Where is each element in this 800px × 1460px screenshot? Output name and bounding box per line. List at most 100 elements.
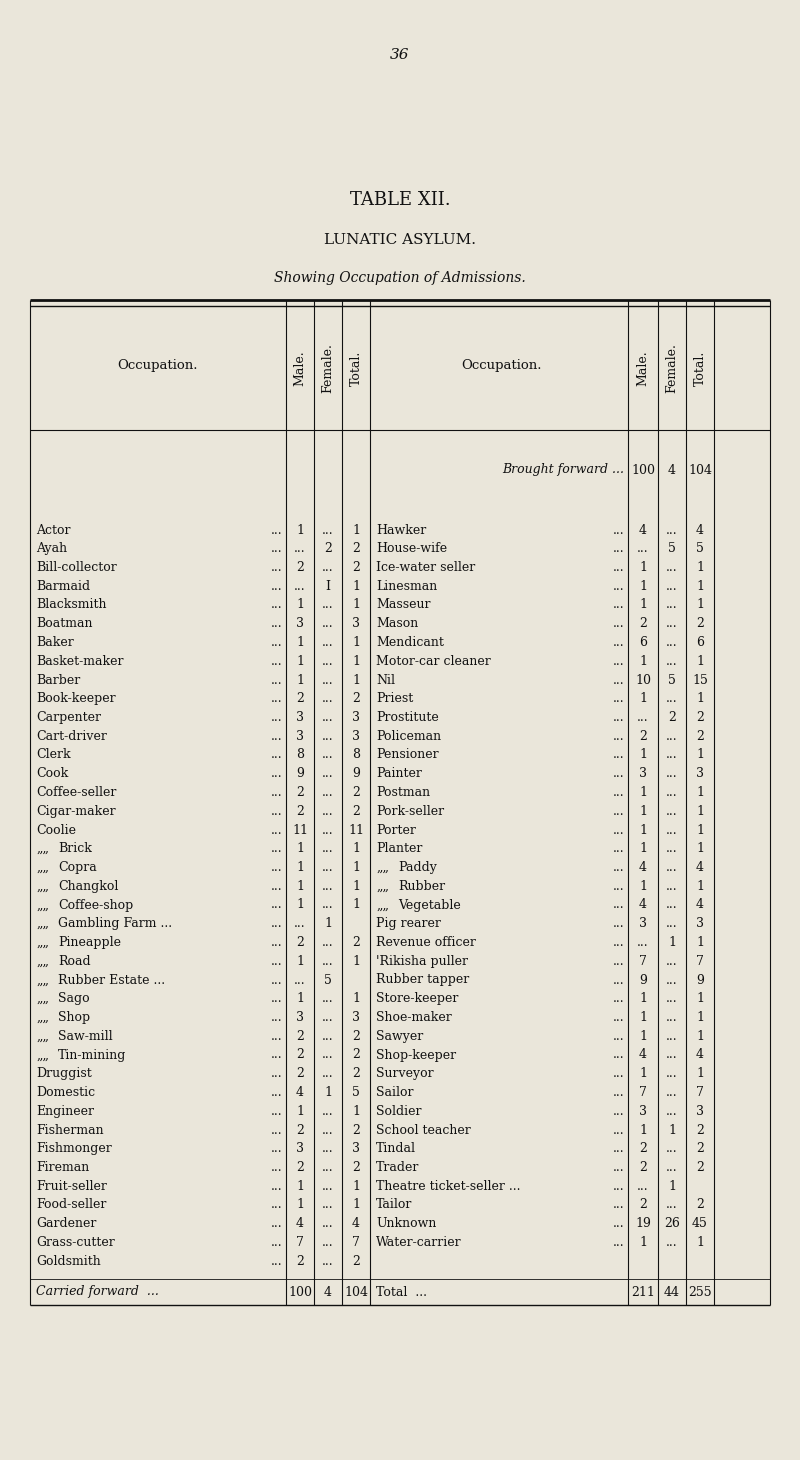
Text: 4: 4	[296, 1218, 304, 1231]
Text: Pork-seller: Pork-seller	[376, 804, 444, 818]
Text: 6: 6	[639, 637, 647, 650]
Text: ...: ...	[612, 618, 624, 631]
Text: 2: 2	[696, 1124, 704, 1136]
Text: 104: 104	[344, 1285, 368, 1298]
Text: 1: 1	[296, 1180, 304, 1193]
Text: ...: ...	[270, 1105, 282, 1118]
Text: 2: 2	[296, 1254, 304, 1267]
Text: Boatman: Boatman	[36, 618, 93, 631]
Text: „„: „„	[36, 955, 49, 968]
Text: 5: 5	[324, 974, 332, 987]
Text: 1: 1	[352, 898, 360, 911]
Text: 2: 2	[352, 561, 360, 574]
Text: 1: 1	[696, 692, 704, 705]
Text: 1: 1	[696, 880, 704, 892]
Text: 1: 1	[639, 993, 647, 1006]
Text: Coolie: Coolie	[36, 823, 76, 837]
Text: Clerk: Clerk	[36, 749, 70, 762]
Text: ...: ...	[270, 637, 282, 650]
Text: ...: ...	[322, 823, 334, 837]
Text: 1: 1	[696, 1010, 704, 1023]
Text: 19: 19	[635, 1218, 651, 1231]
Text: ...: ...	[637, 542, 649, 555]
Text: ...: ...	[666, 955, 678, 968]
Text: 2: 2	[296, 1048, 304, 1061]
Text: Surveyor: Surveyor	[376, 1067, 434, 1080]
Text: ...: ...	[612, 1142, 624, 1155]
Text: Motor-car cleaner: Motor-car cleaner	[376, 654, 490, 667]
Text: House-wife: House-wife	[376, 542, 447, 555]
Text: 2: 2	[696, 1199, 704, 1212]
Text: Fruit-seller: Fruit-seller	[36, 1180, 107, 1193]
Text: ...: ...	[612, 823, 624, 837]
Text: Shop: Shop	[58, 1010, 90, 1023]
Text: 8: 8	[296, 749, 304, 762]
Text: ...: ...	[612, 974, 624, 987]
Text: 2: 2	[696, 730, 704, 743]
Text: 1: 1	[639, 785, 647, 799]
Text: 2: 2	[696, 1161, 704, 1174]
Text: „„: „„	[376, 880, 389, 892]
Text: Mason: Mason	[376, 618, 418, 631]
Text: 3: 3	[352, 1010, 360, 1023]
Text: 4: 4	[696, 861, 704, 875]
Text: Druggist: Druggist	[36, 1067, 92, 1080]
Text: 1: 1	[352, 955, 360, 968]
Text: ...: ...	[270, 1124, 282, 1136]
Text: ...: ...	[322, 768, 334, 780]
Text: ...: ...	[270, 1010, 282, 1023]
Text: ...: ...	[270, 654, 282, 667]
Text: 1: 1	[639, 804, 647, 818]
Text: ...: ...	[612, 842, 624, 856]
Text: ...: ...	[270, 711, 282, 724]
Text: Fishmonger: Fishmonger	[36, 1142, 112, 1155]
Text: ...: ...	[270, 974, 282, 987]
Text: ...: ...	[666, 1067, 678, 1080]
Text: LUNATIC ASYLUM.: LUNATIC ASYLUM.	[324, 234, 476, 247]
Text: 1: 1	[296, 599, 304, 612]
Text: 1: 1	[296, 861, 304, 875]
Text: 1: 1	[352, 673, 360, 686]
Text: ...: ...	[322, 730, 334, 743]
Text: ...: ...	[270, 842, 282, 856]
Text: ...: ...	[666, 1029, 678, 1042]
Text: 2: 2	[639, 618, 647, 631]
Text: 3: 3	[696, 1105, 704, 1118]
Text: 2: 2	[639, 1199, 647, 1212]
Text: ...: ...	[666, 561, 678, 574]
Text: ...: ...	[666, 599, 678, 612]
Text: ...: ...	[612, 936, 624, 949]
Text: 1: 1	[296, 898, 304, 911]
Text: 2: 2	[296, 1161, 304, 1174]
Text: Occupation.: Occupation.	[118, 359, 198, 371]
Text: ...: ...	[666, 618, 678, 631]
Text: „„: „„	[36, 1029, 49, 1042]
Text: Total.: Total.	[350, 350, 362, 385]
Text: 3: 3	[352, 730, 360, 743]
Text: ...: ...	[612, 542, 624, 555]
Text: 2: 2	[296, 561, 304, 574]
Text: 3: 3	[296, 711, 304, 724]
Text: ...: ...	[270, 1048, 282, 1061]
Text: ...: ...	[322, 1048, 334, 1061]
Text: Baker: Baker	[36, 637, 74, 650]
Text: ...: ...	[666, 1048, 678, 1061]
Text: ...: ...	[612, 1124, 624, 1136]
Text: 1: 1	[324, 1086, 332, 1099]
Text: ...: ...	[666, 637, 678, 650]
Text: Shop-keeper: Shop-keeper	[376, 1048, 456, 1061]
Text: 1: 1	[696, 993, 704, 1006]
Text: ...: ...	[322, 955, 334, 968]
Text: Barber: Barber	[36, 673, 80, 686]
Text: ...: ...	[666, 1199, 678, 1212]
Text: 4: 4	[668, 463, 676, 476]
Text: 2: 2	[639, 1161, 647, 1174]
Text: 4: 4	[639, 861, 647, 875]
Text: ...: ...	[270, 936, 282, 949]
Text: 1: 1	[696, 936, 704, 949]
Text: Rubber: Rubber	[398, 880, 445, 892]
Text: 36: 36	[390, 48, 410, 61]
Text: Rubber Estate ...: Rubber Estate ...	[58, 974, 165, 987]
Text: 1: 1	[296, 673, 304, 686]
Text: 2: 2	[324, 542, 332, 555]
